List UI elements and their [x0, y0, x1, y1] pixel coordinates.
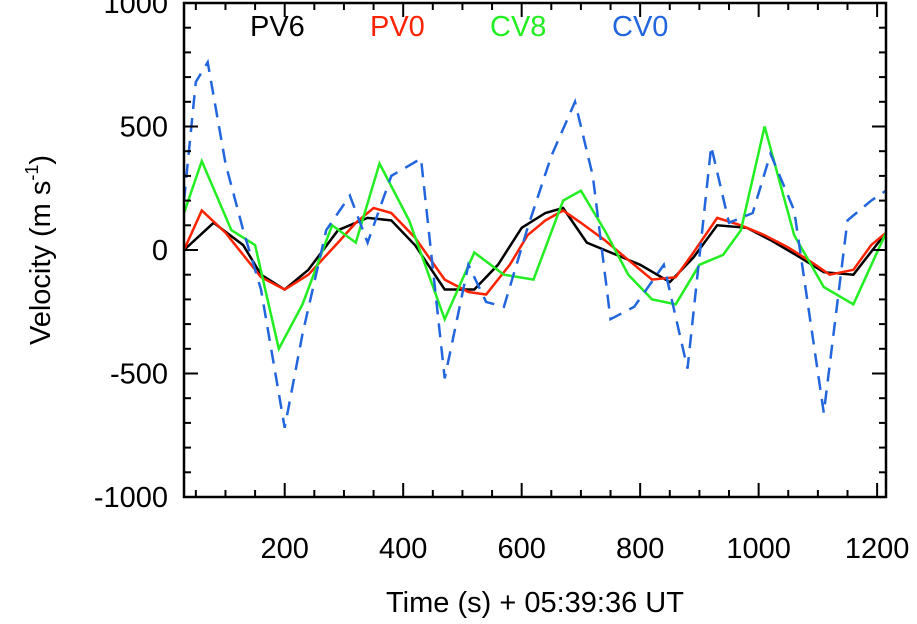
- y-tick-label: -1000: [94, 482, 168, 514]
- y-axis-title-main: Velocity (m s: [25, 181, 57, 345]
- x-tick-label: 800: [616, 533, 664, 565]
- y-axis-title-exponent: -1: [22, 165, 42, 181]
- x-tick-label: 1000: [726, 533, 791, 565]
- series-layer: [182, 58, 888, 429]
- y-tick-label: 0: [152, 235, 168, 267]
- legend-entry-cv8: CV8: [490, 11, 546, 43]
- series-line-pv0: [182, 206, 887, 296]
- y-tick-label: 1000: [103, 0, 168, 20]
- y-axis-title-close: ): [25, 155, 57, 165]
- x-tick-label: 200: [261, 533, 309, 565]
- x-tick-label: 1200: [845, 533, 910, 565]
- y-tick-label: -500: [110, 359, 168, 391]
- y-axis-ticks: -1000 -500 0 500 1000: [94, 0, 886, 514]
- x-axis-title: Time (s) + 05:39:36 UT: [386, 587, 684, 619]
- x-tick-label: 400: [379, 533, 427, 565]
- x-tick-label: 600: [497, 533, 545, 565]
- legend: PV6 PV0 CV8 CV0: [250, 11, 668, 43]
- y-tick-label: 500: [120, 112, 168, 144]
- y-axis-title: Velocity (m s-1): [22, 155, 57, 345]
- legend-entry-pv0: PV0: [370, 11, 425, 43]
- series-line-cv0: [182, 58, 887, 429]
- x-axis-ticks: 200 400 600 800 1000 1200: [194, 3, 910, 565]
- legend-entry-pv6: PV6: [250, 11, 305, 43]
- series-line-cv8: [182, 126, 888, 353]
- legend-entry-cv0: CV0: [612, 11, 668, 43]
- plot-frame: [182, 1, 888, 499]
